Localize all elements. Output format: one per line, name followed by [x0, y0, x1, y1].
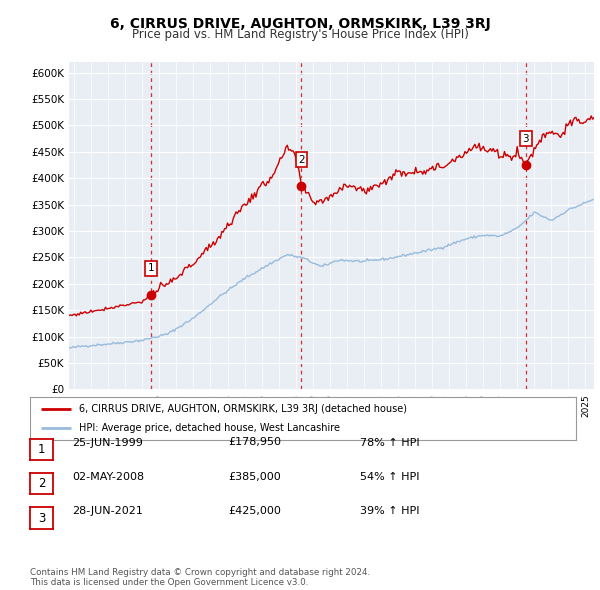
Text: 6, CIRRUS DRIVE, AUGHTON, ORMSKIRK, L39 3RJ: 6, CIRRUS DRIVE, AUGHTON, ORMSKIRK, L39 … [110, 17, 490, 31]
Text: 2: 2 [38, 477, 45, 490]
Text: £385,000: £385,000 [228, 472, 281, 481]
Text: 39% ↑ HPI: 39% ↑ HPI [360, 506, 419, 516]
Text: 3: 3 [38, 512, 45, 525]
Text: 54% ↑ HPI: 54% ↑ HPI [360, 472, 419, 481]
Text: 1: 1 [148, 264, 154, 274]
Text: 1: 1 [38, 443, 45, 456]
Text: 25-JUN-1999: 25-JUN-1999 [72, 438, 143, 447]
Text: 2: 2 [298, 155, 305, 165]
Text: 78% ↑ HPI: 78% ↑ HPI [360, 438, 419, 447]
Text: Price paid vs. HM Land Registry's House Price Index (HPI): Price paid vs. HM Land Registry's House … [131, 28, 469, 41]
Text: 02-MAY-2008: 02-MAY-2008 [72, 472, 144, 481]
Text: £425,000: £425,000 [228, 506, 281, 516]
Text: 28-JUN-2021: 28-JUN-2021 [72, 506, 143, 516]
Text: 6, CIRRUS DRIVE, AUGHTON, ORMSKIRK, L39 3RJ (detached house): 6, CIRRUS DRIVE, AUGHTON, ORMSKIRK, L39 … [79, 404, 407, 414]
Text: Contains HM Land Registry data © Crown copyright and database right 2024.
This d: Contains HM Land Registry data © Crown c… [30, 568, 370, 587]
Text: HPI: Average price, detached house, West Lancashire: HPI: Average price, detached house, West… [79, 423, 340, 433]
Text: £178,950: £178,950 [228, 438, 281, 447]
Text: 3: 3 [523, 133, 529, 143]
